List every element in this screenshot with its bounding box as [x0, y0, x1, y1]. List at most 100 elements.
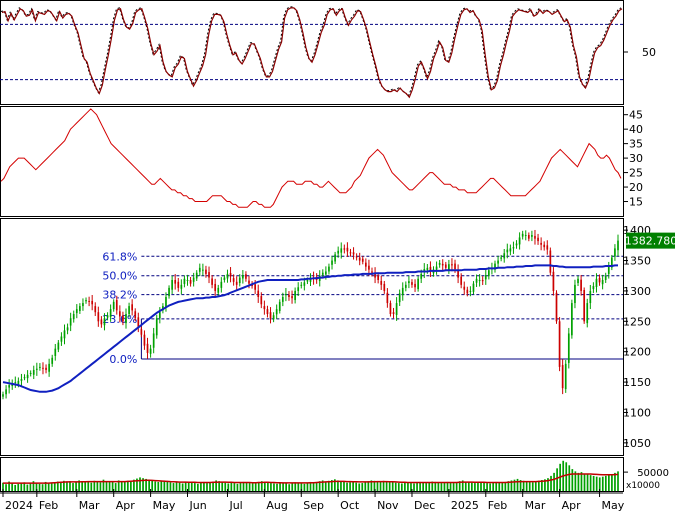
volume-bar: [455, 482, 458, 491]
volume-bar: [294, 482, 297, 491]
candle-body: [223, 277, 226, 280]
candle-body: [211, 278, 213, 285]
candle-body: [69, 318, 72, 326]
volume-bar: [212, 481, 214, 491]
candle-body: [17, 380, 20, 384]
candle-body: [85, 300, 87, 302]
candle-body: [288, 294, 290, 297]
volume-bar: [343, 481, 345, 491]
volume-bar: [397, 483, 400, 491]
price-panel-frame: [0, 218, 624, 456]
x-tick-label-1: Feb: [39, 499, 58, 512]
candle-body: [411, 282, 413, 285]
candle-body: [208, 272, 210, 278]
candle-body: [94, 306, 97, 313]
candle-body: [408, 281, 410, 284]
adx-tick-label-4: 25: [629, 167, 643, 180]
candle-body: [122, 315, 124, 322]
candle-body: [460, 276, 463, 285]
volume-bar: [422, 482, 425, 491]
volume-bar: [510, 480, 513, 491]
candle-body: [149, 348, 152, 354]
candle-body: [417, 278, 419, 290]
candle-body: [549, 250, 552, 273]
volume-bar: [416, 482, 418, 491]
candle-body: [88, 300, 90, 302]
candle-body: [537, 237, 539, 242]
candle-body: [392, 312, 395, 315]
volume-bar: [434, 481, 437, 491]
adx-line: [0, 108, 622, 208]
price-tick-label-7: 1050: [623, 437, 651, 450]
volume-bar: [346, 482, 348, 491]
candle-body: [106, 315, 109, 318]
candle-body: [75, 309, 78, 314]
volume-bar: [595, 476, 598, 491]
candle-body: [232, 278, 235, 282]
volume-bar: [577, 472, 580, 491]
volume-bar: [617, 471, 619, 491]
volume-bar: [528, 481, 531, 491]
candle-body: [226, 273, 229, 279]
volume-bar: [303, 483, 306, 491]
volume-bar: [327, 480, 330, 491]
volume-bar: [200, 482, 202, 491]
volume-bar: [461, 480, 464, 491]
candle-body: [404, 284, 407, 288]
x-tick-label-0: 2024: [5, 499, 33, 512]
x-tick-label-8: Sep: [303, 499, 324, 512]
volume-bar: [248, 483, 251, 491]
volume-bar: [245, 482, 248, 491]
stochastic-panel-frame: [0, 0, 624, 105]
volume-bar: [279, 483, 281, 491]
candle-body: [352, 252, 355, 255]
volume-bar: [592, 475, 595, 491]
candle-body: [337, 250, 340, 254]
candle-body: [574, 284, 576, 304]
volume-bar: [59, 482, 62, 491]
volume-bar: [32, 481, 35, 491]
fib-label-2: 38.2%: [102, 289, 137, 302]
candle-body: [97, 312, 100, 322]
candle-body: [2, 394, 4, 397]
candle-body: [552, 271, 555, 291]
x-tick-label-14: Mar: [525, 499, 546, 512]
candle-body: [263, 306, 266, 310]
candle-body: [29, 372, 32, 374]
candle-body: [472, 283, 475, 292]
volume-bar: [2, 482, 4, 491]
volume-bar: [519, 480, 522, 491]
candle-body: [398, 293, 401, 303]
candle-body: [51, 357, 54, 364]
volume-bar: [367, 481, 370, 491]
volume-bar: [565, 462, 568, 491]
volume-bar: [404, 482, 406, 491]
volume-bar: [172, 483, 175, 491]
volume-bar: [239, 482, 242, 491]
candle-body: [63, 330, 66, 339]
volume-bar: [349, 482, 351, 491]
candle-body: [238, 277, 241, 284]
x-tick-label-6: Jul: [228, 499, 242, 512]
volume-bar: [431, 481, 434, 491]
x-tick-label-15: Apr: [562, 499, 582, 512]
volume-bar: [370, 480, 373, 491]
fib-label-0: 61.8%: [102, 250, 137, 263]
stoch-k-line: [1, 7, 623, 99]
candle-body: [112, 301, 115, 310]
candle-body: [272, 315, 275, 320]
volume-bar: [334, 479, 336, 491]
x-tick-label-12: 2025: [451, 499, 479, 512]
volume-bar: [571, 469, 574, 491]
candle-body: [183, 278, 186, 284]
candle-body: [466, 289, 469, 294]
candle-body: [57, 342, 60, 350]
volume-bar: [78, 480, 80, 491]
price-tick-label-4: 1200: [623, 346, 651, 359]
volume-bar: [203, 481, 205, 491]
volume-bar: [270, 483, 272, 491]
volume-bar: [233, 483, 236, 491]
volume-bar: [218, 481, 221, 491]
candle-body: [577, 278, 579, 284]
candle-body: [355, 256, 358, 258]
